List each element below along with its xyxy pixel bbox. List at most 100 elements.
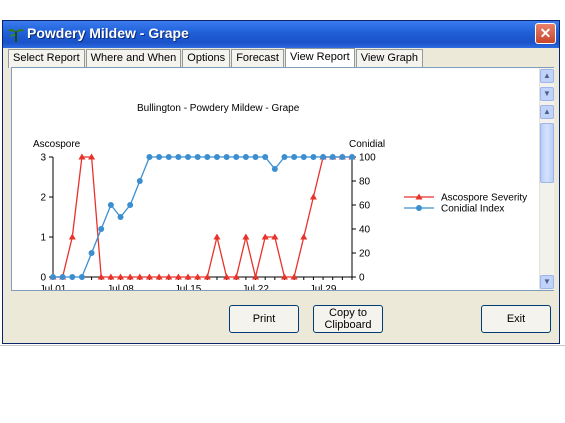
left-axis-label: Ascospore [33,139,81,150]
scroll-down-button[interactable]: ▼ [540,275,554,289]
conidial-point [329,154,336,160]
close-button[interactable]: ✕ [535,23,556,44]
plant-icon [8,28,24,42]
right-tick-label: 20 [359,249,371,260]
conidial-point [117,214,124,220]
copy-to-clipboard-button[interactable]: Copy to Clipboard [313,305,383,333]
conidial-point [310,154,317,160]
x-tick-label: Jul 15 [175,284,202,290]
x-tick-label: Jul 01 [40,284,67,290]
conidial-point [146,154,153,160]
ascospore-point [68,233,76,240]
title-bar[interactable]: Powdery Mildew - Grape ✕ [3,21,559,48]
left-tick-label: 0 [40,273,46,284]
conidial-point [50,274,56,280]
legend-circle-icon [416,205,422,211]
ascospore-point [117,273,125,280]
ascospore-point [309,193,317,200]
copy-label-line2: Clipboard [324,319,372,331]
right-tick-label: 0 [359,273,365,284]
ascospore-point [203,273,211,280]
ascospore-point [223,273,231,280]
scroll-down-small-button[interactable]: ▼ [540,87,554,101]
legend-triangle-icon [415,193,423,200]
conidial-point [262,154,269,160]
ascospore-point [88,153,96,160]
conidial-point [136,178,143,184]
ascospore-point [280,273,288,280]
conidial-point [300,154,307,160]
conidial-line [53,156,352,278]
chart-title: Bullington - Powdery Mildew - Grape [137,103,300,114]
ascospore-point [242,233,250,240]
ascospore-point [145,273,153,280]
right-axis-label: Conidial [349,139,386,150]
ascospore-point [252,273,260,280]
conidial-point [349,154,355,160]
divider [0,345,565,346]
conidial-point [107,202,114,208]
x-tick-label: Jul 08 [107,284,134,290]
mildew-chart: 0 1 2 3 0 20 40 60 80 100 Jul 01 Jul 08 Jul 15 Jul 22… [40,153,528,291]
scroll-up-small-button[interactable]: ▲ [540,105,554,119]
conidial-point [291,154,298,160]
report-panel: Bullington - Powdery Mildew - Grape Asco… [11,67,554,291]
ascospore-point [136,273,144,280]
conidial-point [320,154,327,160]
conidial-point [242,154,249,160]
conidial-point [252,154,259,160]
ascospore-point [126,273,134,280]
left-tick-label: 2 [40,193,46,204]
left-tick-label: 1 [40,233,46,244]
conidial-point [69,274,76,280]
conidial-point [98,226,105,232]
vertical-scrollbar[interactable]: ▲ ▼ ▲ ▼ [539,68,554,290]
print-label: Print [252,313,276,325]
conidial-point [339,154,346,160]
tab-select-report[interactable]: Select Report [8,49,85,68]
conidial-point [156,154,163,160]
x-tick-label: Jul 29 [310,284,337,290]
conidial-point [194,154,201,160]
conidial-point [88,250,95,256]
copy-label-line1: Copy to [329,307,367,319]
ascospore-point [184,273,192,280]
exit-button[interactable]: Exit [481,305,551,333]
ascospore-point [174,273,182,280]
tab-where-and-when[interactable]: Where and When [85,49,182,68]
tab-forecast[interactable]: Forecast [231,49,284,68]
ascospore-point [261,233,269,240]
left-tick-label: 3 [40,153,46,164]
ascospore-point [107,273,115,280]
conidial-point [233,154,240,160]
conidial-point [281,154,288,160]
ascospore-point [290,273,298,280]
conidial-point [78,274,85,280]
app-window: Powdery Mildew - Grape ✕ Select Report W… [2,20,560,344]
conidial-point [59,274,66,280]
ascospore-point [97,273,105,280]
ascospore-line [53,156,352,278]
right-tick-label: 100 [359,153,376,164]
right-tick-label: 80 [359,177,371,188]
tab-options[interactable]: Options [182,49,231,68]
conidial-point [223,154,230,160]
conidial-point [185,154,192,160]
scroll-thumb[interactable] [540,123,554,183]
ascospore-point [155,273,163,280]
legend-conidial-label: Conidial Index [441,204,504,215]
tab-view-graph[interactable]: View Graph [355,49,423,68]
ascospore-point [300,233,308,240]
scroll-up-button[interactable]: ▲ [540,69,554,83]
ascospore-point [78,153,86,160]
tab-view-report[interactable]: View Report [284,48,355,68]
ascospore-point [213,233,221,240]
exit-label: Exit [506,313,526,325]
x-tick-label: Jul 22 [242,284,269,290]
print-button[interactable]: Print [229,305,299,333]
conidial-point [204,154,211,160]
right-tick-label: 60 [359,201,371,212]
ascospore-point [232,273,240,280]
ascospore-point [165,273,173,280]
conidial-point [165,154,172,160]
